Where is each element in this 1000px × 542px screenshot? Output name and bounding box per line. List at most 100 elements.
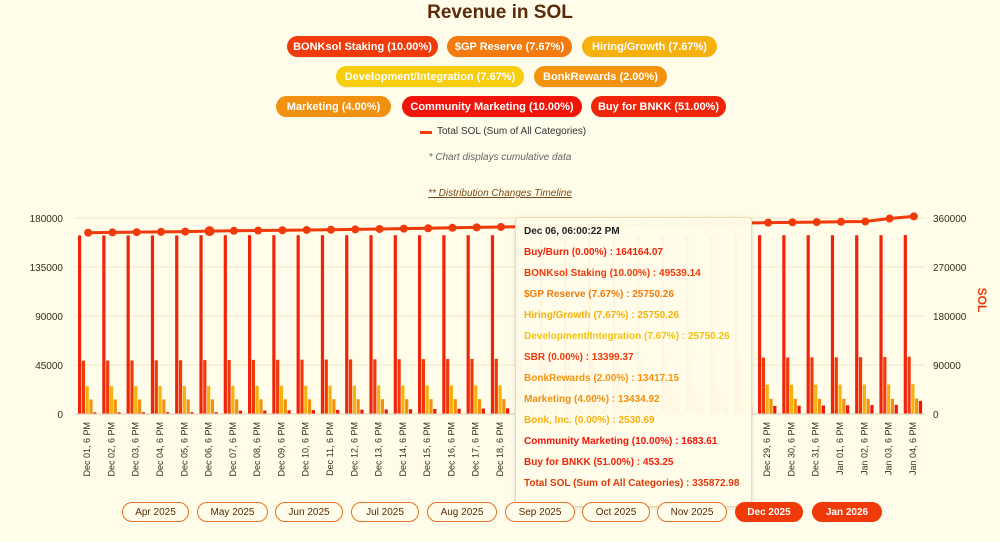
bar-buy-burn-0-00 [296, 235, 300, 414]
bar-bonksol-staking-10-00 [300, 359, 304, 414]
x-tick-label: Dec 03, 6 PM [131, 422, 141, 477]
bar-bonksol-staking-10-00 [373, 359, 377, 414]
bar-bonksol-staking-10-00 [81, 360, 85, 414]
x-tick-label: Dec 01, 6 PM [82, 422, 92, 477]
tooltip-row: Bonk, Inc. (0.00%) : 2530.69 [524, 415, 655, 426]
month-button-0[interactable]: Apr 2025 [122, 502, 189, 522]
bar-bonksol-staking-10-00 [203, 360, 207, 414]
bar-buy-burn-0-00 [248, 235, 252, 414]
bar-buy-burn-0-00 [345, 235, 349, 414]
total-sol-point [861, 217, 870, 226]
tooltip-row: Development/Integration (7.67%) : 25750.… [524, 331, 730, 342]
bar--gp-reserve-7-67 [862, 384, 866, 414]
month-button-8[interactable]: Dec 2025 [735, 502, 803, 522]
bar-buy-burn-0-00 [903, 235, 907, 414]
x-tick-label: Jan 04, 6 PM [908, 422, 918, 475]
tooltip-title: Dec 06, 06:00:22 PM [524, 226, 620, 237]
total-sol-point [909, 212, 918, 221]
month-button-4[interactable]: Aug 2025 [427, 502, 497, 522]
legend-item-1[interactable]: $GP Reserve (7.67%) [447, 36, 572, 57]
bar--gp-reserve-7-67 [887, 384, 891, 414]
bar-community-marketing-10-00 [287, 410, 291, 414]
total-sol-point [812, 218, 821, 227]
x-tick-label: Dec 13, 6 PM [374, 422, 384, 477]
bar-community-marketing-10-00 [506, 408, 510, 414]
bar--gp-reserve-7-67 [377, 385, 381, 414]
month-button-7[interactable]: Nov 2025 [657, 502, 727, 522]
legend-item-6[interactable]: Community Marketing (10.00%) [402, 96, 582, 117]
x-tick-label: Dec 07, 6 PM [228, 422, 238, 477]
legend-item-4[interactable]: BonkRewards (2.00%) [534, 66, 667, 87]
bar-community-marketing-10-00 [190, 412, 194, 414]
bar-community-marketing-10-00 [336, 409, 340, 414]
legend-item-7[interactable]: Buy for BNKK (51.00%) [591, 96, 726, 117]
bar-marketing-4-00 [307, 399, 312, 414]
x-tick-label: Dec 16, 6 PM [446, 422, 456, 477]
bar--gp-reserve-7-67 [328, 385, 332, 414]
bar-buy-burn-0-00 [879, 235, 883, 414]
bar-community-marketing-10-00 [263, 410, 267, 414]
bar-community-marketing-10-00 [238, 410, 243, 414]
bar--gp-reserve-7-67 [231, 385, 235, 414]
bar-marketing-4-00 [380, 399, 385, 414]
legend-item-5[interactable]: Marketing (4.00%) [276, 96, 391, 117]
total-sol-point [229, 226, 238, 235]
x-tick-label: Jan 02, 6 PM [859, 422, 869, 475]
y-tick-left: 90000 [35, 312, 63, 323]
total-sol-point [181, 227, 190, 236]
total-sol-point [424, 224, 433, 233]
bar-buy-burn-0-00 [369, 235, 373, 414]
bar-buy-burn-0-00 [418, 235, 422, 414]
bar-buy-burn-0-00 [78, 235, 82, 414]
month-button-9[interactable]: Jan 2026 [812, 502, 882, 522]
x-tick-label: Dec 15, 6 PM [422, 422, 432, 477]
total-legend-label[interactable]: Total SOL (Sum of All Categories) [437, 126, 587, 137]
bar-bonksol-staking-10-00 [397, 359, 401, 414]
total-sol-point [108, 228, 117, 237]
month-button-3[interactable]: Jul 2025 [351, 502, 419, 522]
tooltip-rows: Buy/Burn (0.00%) : 164164.07 BONKsol Stak… [524, 247, 743, 489]
bar--gp-reserve-7-67 [304, 385, 308, 414]
bar-community-marketing-10-00 [870, 405, 874, 414]
tooltip-row: Community Marketing (10.00%) : 1683.61 [524, 436, 718, 447]
bar-bonksol-staking-10-00 [154, 360, 158, 414]
tooltip-row: Marketing (4.00%) : 13434.92 [524, 394, 660, 405]
month-button-6[interactable]: Oct 2025 [582, 502, 650, 522]
total-sol-point [837, 217, 845, 226]
bar-bonksol-staking-10-00 [858, 357, 863, 414]
bar-community-marketing-10-00 [773, 405, 777, 414]
bar-marketing-4-00 [89, 399, 93, 414]
bar-marketing-4-00 [502, 399, 506, 414]
bar-community-marketing-10-00 [141, 412, 145, 414]
bar-buy-burn-0-00 [490, 235, 495, 414]
x-tick-label: Dec 11, 6 PM [325, 422, 335, 476]
distribution-timeline-link[interactable]: ** Distribution Changes Timeline [0, 188, 1000, 199]
distribution-timeline-label[interactable]: ** Distribution Changes Timeline [428, 188, 572, 199]
bar-bonksol-staking-10-00 [348, 359, 353, 414]
bar-community-marketing-10-00 [408, 409, 413, 414]
bar--gp-reserve-7-67 [85, 386, 89, 414]
total-sol-point [254, 226, 263, 235]
tooltip-row: Hiring/Growth (7.67%) : 25750.26 [524, 310, 680, 321]
total-sol-point [351, 225, 360, 234]
bar-marketing-4-00 [429, 399, 433, 414]
bar-marketing-4-00 [915, 398, 919, 414]
x-tick-label: Dec 09, 6 PM [276, 422, 286, 477]
bar--gp-reserve-7-67 [911, 384, 915, 414]
month-button-5[interactable]: Sep 2025 [505, 502, 575, 522]
bar-marketing-4-00 [137, 399, 142, 414]
legend-item-2[interactable]: Hiring/Growth (7.67%) [582, 36, 717, 57]
legend-item-0[interactable]: BONKsol Staking (10.00%) [287, 36, 438, 57]
month-button-2[interactable]: Jun 2025 [275, 502, 343, 522]
bar--gp-reserve-7-67 [498, 385, 502, 414]
bar-marketing-4-00 [769, 398, 773, 414]
bar--gp-reserve-7-67 [474, 385, 478, 414]
legend-item-3[interactable]: Development/Integration (7.67%) [336, 66, 524, 87]
month-button-1[interactable]: May 2025 [197, 502, 268, 522]
y-tick-right: 90000 [933, 361, 961, 372]
bar-buy-burn-0-00 [150, 235, 155, 414]
bar--gp-reserve-7-67 [838, 384, 842, 414]
bar-community-marketing-10-00 [846, 405, 850, 414]
y-tick-left: 45000 [35, 361, 63, 372]
bar-buy-burn-0-00 [102, 235, 106, 414]
